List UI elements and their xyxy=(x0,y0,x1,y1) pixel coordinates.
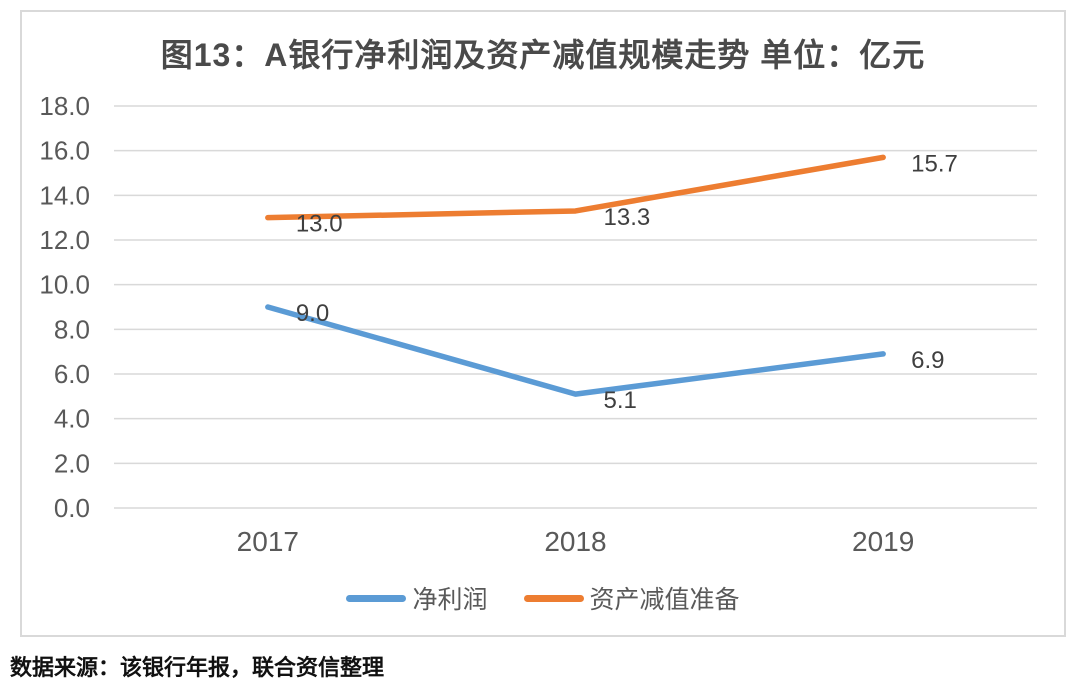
legend-swatch-asset-impairment-provision xyxy=(523,594,584,602)
legend-label-asset-impairment-provision: 资产减值准备 xyxy=(589,586,740,614)
data-source-note: 数据来源：该银行年报，联合资信整理 xyxy=(10,655,385,680)
legend-item-asset-impairment-provision: 资产减值准备 xyxy=(523,580,740,616)
legend-swatch-net-profit xyxy=(346,594,407,602)
legend-item-net-profit: 净利润 xyxy=(346,580,488,616)
chart-frame xyxy=(20,10,1066,637)
chart-title: 图13：A银行净利润及资产减值规模走势 单位：亿元 xyxy=(160,37,926,73)
legend-label-net-profit: 净利润 xyxy=(412,586,488,614)
chart-legend: 净利润 资产减值准备 xyxy=(20,584,1066,614)
